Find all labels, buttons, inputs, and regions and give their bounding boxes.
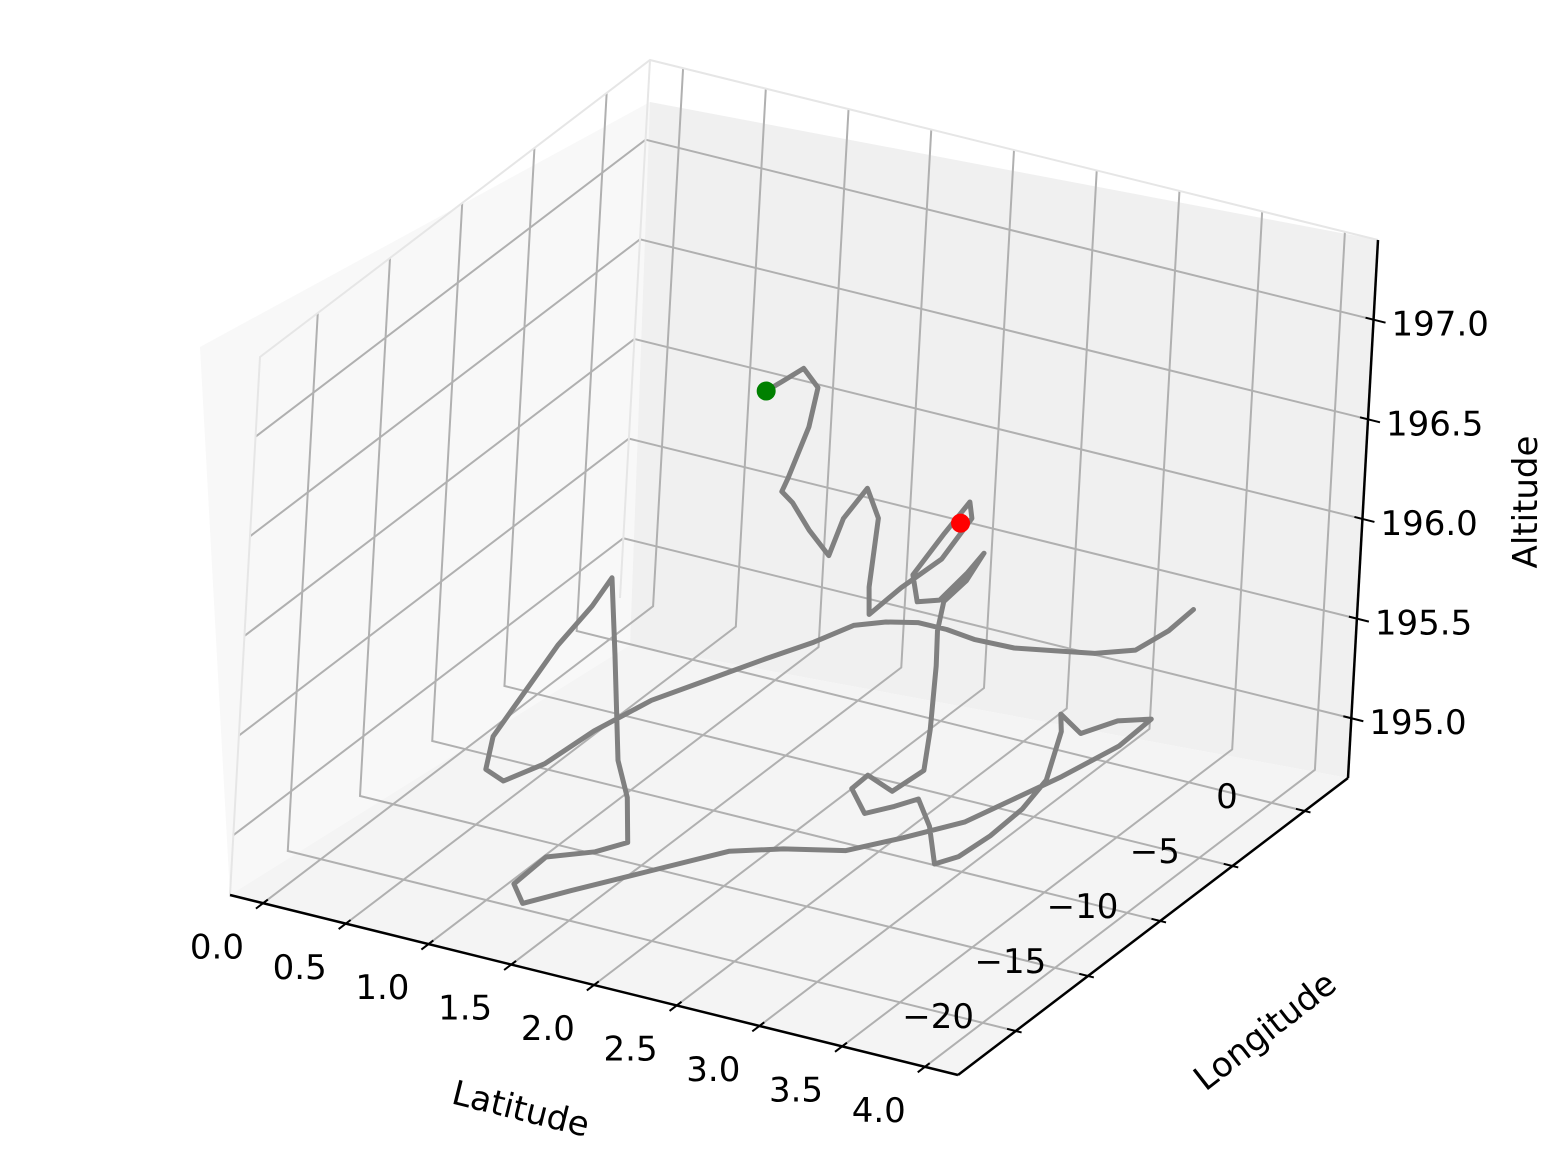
- longitude-tick-label: −15: [974, 942, 1046, 982]
- longitude-tick-2: [1151, 917, 1167, 924]
- altitude-tick-1: [1348, 615, 1370, 623]
- x-axis-label: Latitude: [448, 1073, 593, 1146]
- endpoint-markers: [756, 381, 971, 533]
- z-axis-label: Altitude: [1506, 436, 1546, 569]
- latitude-tick-label: 1.0: [355, 968, 409, 1008]
- longitude-tick-label: 0: [1216, 777, 1238, 817]
- latitude-tick-label: 2.0: [521, 1009, 575, 1049]
- altitude-tick-4: [1365, 316, 1386, 324]
- longitude-tick-labels: −20−15−10 −5 0: [902, 777, 1238, 1037]
- latitude-tick-label: 3.0: [686, 1050, 740, 1090]
- trajectory-line-0: [483, 365, 1196, 906]
- altitude-tick-3: [1359, 416, 1381, 424]
- latitude-tick-label: 2.5: [604, 1030, 658, 1070]
- latitude-tick-label: 0.5: [273, 948, 327, 988]
- longitude-tick-label: −10: [1047, 887, 1119, 927]
- latitude-tick-label: 4.0: [852, 1091, 906, 1131]
- longitude-tick-4: [1295, 807, 1311, 814]
- start-marker: [756, 381, 776, 401]
- latitude-tick-label: 3.5: [769, 1071, 823, 1111]
- altitude-tick-0: [1343, 715, 1364, 723]
- altitude-tick-labels: 195.0 195.5 196.0 196.5 197.0: [1369, 305, 1489, 744]
- latitude-tick-1: [338, 919, 352, 930]
- altitude-tick-2: [1354, 515, 1375, 523]
- z-axis-line: [1346, 239, 1380, 779]
- tick-marks: [255, 316, 1386, 1074]
- altitude-tick-label: 196.5: [1386, 404, 1483, 444]
- pane-edge-back: [619, 59, 651, 599]
- latitude-tick-0: [255, 898, 269, 910]
- latitude-tick-3: [503, 960, 517, 971]
- latitude-tick-label: 0.0: [190, 927, 244, 967]
- y-axis-label: Longitude: [1186, 964, 1344, 1100]
- altitude-tick-label: 195.5: [1375, 604, 1472, 644]
- latitude-tick-8: [917, 1062, 931, 1074]
- latitude-tick-2: [420, 939, 434, 951]
- longitude-tick-0: [1006, 1027, 1022, 1034]
- longitude-tick-1: [1079, 972, 1095, 979]
- latitude-tick-5: [668, 1001, 683, 1012]
- longitude-tick-label: −5: [1130, 832, 1180, 872]
- pane-edge: [229, 58, 1379, 896]
- latitude-tick-labels: 0.0 0.5 1.0 1.5 2.0 2.5 3.0 3.5 4.0: [190, 927, 906, 1131]
- altitude-tick-label: 195.0: [1369, 703, 1466, 743]
- altitude-tick-label: 196.0: [1380, 504, 1477, 544]
- y-axis-line: [957, 777, 1349, 1076]
- latitude-tick-6: [751, 1021, 765, 1033]
- trajectory: [483, 365, 1196, 906]
- latitude-tick-7: [834, 1041, 848, 1053]
- longitude-tick-3: [1223, 862, 1239, 869]
- grid-lines: [229, 58, 1379, 1068]
- end-marker: [951, 513, 971, 533]
- altitude-tick-label: 197.0: [1392, 305, 1489, 345]
- longitude-tick-label: −20: [902, 997, 974, 1037]
- latitude-tick-4: [586, 980, 600, 992]
- latitude-tick-label: 1.5: [438, 989, 492, 1029]
